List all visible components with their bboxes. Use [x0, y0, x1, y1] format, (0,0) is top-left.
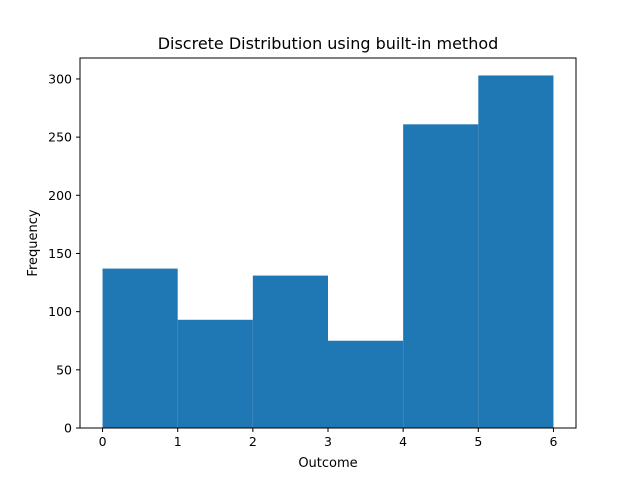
y-tick-label: 250: [48, 130, 72, 145]
y-tick-label: 150: [48, 246, 72, 261]
x-axis-label: Outcome: [298, 456, 357, 471]
y-tick-label: 200: [48, 188, 72, 203]
bar-3: [328, 340, 404, 428]
y-tick-label: 0: [64, 421, 72, 436]
chart-title: Discrete Distribution using built-in met…: [158, 34, 499, 53]
y-axis-label: Frequency: [26, 209, 41, 276]
x-tick-label: 1: [174, 434, 182, 449]
x-tick-label: 3: [324, 434, 332, 449]
bar-5: [478, 75, 554, 429]
bar-4: [403, 124, 479, 429]
bar-1: [177, 319, 253, 428]
plot-frame: [79, 57, 577, 429]
y-tick-label: 300: [48, 71, 72, 86]
x-tick-label: 0: [99, 434, 107, 449]
x-axis-ticks: 0 1 2 3 4 5 6: [99, 428, 557, 449]
y-tick-label: 100: [48, 304, 72, 319]
y-axis-ticks: 0 50 100 150 200 250 300: [48, 71, 80, 436]
bar-2: [252, 275, 328, 428]
x-tick-label: 2: [249, 434, 257, 449]
x-tick-label: 4: [399, 434, 407, 449]
bar-0: [102, 268, 178, 428]
x-tick-label: 6: [549, 434, 557, 449]
y-tick-label: 50: [56, 362, 72, 377]
x-tick-label: 5: [474, 434, 482, 449]
bars-group: [102, 75, 554, 429]
